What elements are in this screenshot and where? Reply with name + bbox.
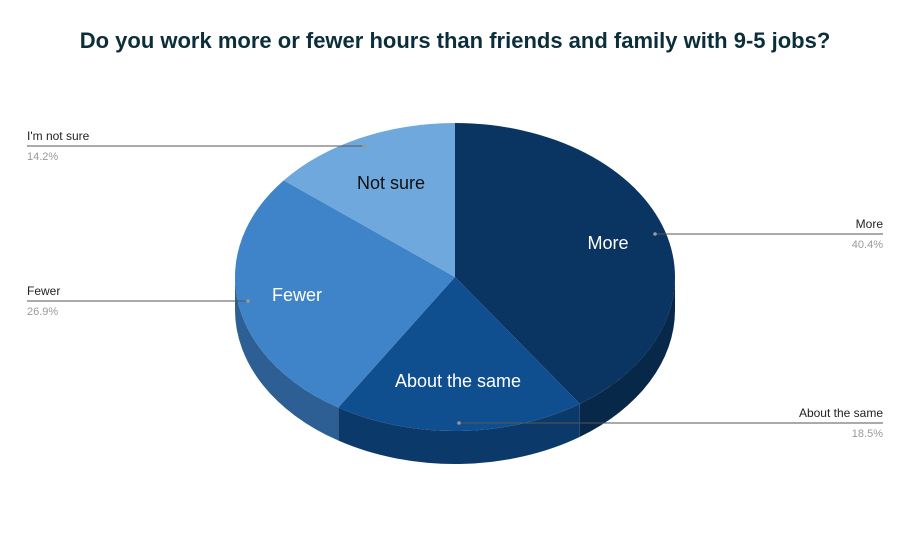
pie-slice-0 <box>455 123 675 404</box>
callout-dot-0 <box>653 232 657 236</box>
pie-callouts: More 40.4% About the same 18.5% Fewer 26.9% I'… <box>27 129 883 440</box>
pie-tops <box>234 123 675 431</box>
callout-dot-2 <box>246 299 250 303</box>
slice-inner-label-3: Not sure <box>357 173 425 193</box>
callout-label-1: About the same <box>799 406 883 420</box>
pie-sides <box>235 277 675 464</box>
pie-side-0 <box>579 277 675 437</box>
slice-inner-label-0: More <box>587 233 628 253</box>
pie-slice-2 <box>234 180 455 408</box>
callout-value-1: 18.5% <box>852 428 883 440</box>
callout-value-3: 14.2% <box>27 151 58 163</box>
pie-slice-3 <box>283 123 455 277</box>
chart-title: Do you work more or fewer hours than fri… <box>79 28 831 53</box>
pie-slice-1 <box>338 277 580 431</box>
callout-value-0: 40.4% <box>852 239 883 251</box>
callout-label-2: Fewer <box>27 284 60 298</box>
pie-side-1 <box>338 403 580 464</box>
callout-label-0: More <box>856 217 884 231</box>
pie-inner-labels: More About the same Fewer Not sure <box>272 173 629 391</box>
slice-inner-label-1: About the same <box>395 371 521 391</box>
callout-dot-1 <box>457 421 461 425</box>
callout-value-2: 26.9% <box>27 306 58 318</box>
slice-inner-label-2: Fewer <box>272 285 322 305</box>
callout-label-3: I'm not sure <box>27 129 90 143</box>
pie-side-2 <box>235 277 339 441</box>
callout-dot-3 <box>362 144 366 148</box>
